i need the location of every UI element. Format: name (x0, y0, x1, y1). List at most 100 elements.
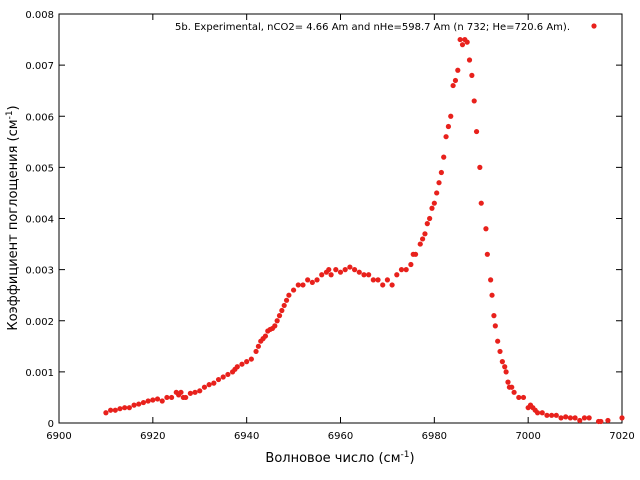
data-point (394, 272, 400, 278)
data-point (581, 415, 588, 421)
legend-marker (591, 23, 597, 29)
data-point (491, 313, 497, 319)
data-point (117, 406, 123, 412)
data-point (244, 359, 250, 365)
data-point (103, 410, 109, 416)
data-point (286, 292, 292, 298)
data-point (337, 269, 344, 275)
data-point (215, 376, 222, 383)
data-point (469, 72, 475, 78)
data-point (333, 267, 339, 273)
data-point (558, 415, 564, 421)
data-point (239, 361, 245, 367)
data-point (443, 134, 449, 140)
data-point (424, 221, 430, 227)
x-tick-label: 6980 (422, 431, 447, 442)
plot-frame (58, 13, 623, 424)
data-point (145, 398, 151, 404)
data-point (290, 287, 297, 293)
data-point (505, 379, 511, 385)
data-point (108, 407, 114, 413)
y-tick-label: 0.001 (25, 368, 54, 379)
data-point (605, 417, 611, 424)
data-point (183, 394, 189, 401)
data-point (436, 180, 442, 186)
data-point (220, 374, 226, 380)
data-point (499, 359, 505, 365)
data-point (598, 418, 604, 425)
data-point (563, 414, 569, 420)
data-point (503, 369, 509, 375)
data-point (511, 389, 517, 395)
data-point (140, 399, 147, 406)
data-point (431, 200, 437, 206)
y-axis-label: Коэффициент поглощения (см-1) (5, 105, 21, 330)
data-point (417, 241, 423, 247)
x-tick-label: 6940 (234, 431, 259, 442)
data-point (398, 267, 405, 273)
data-point (314, 277, 320, 283)
data-point (420, 236, 426, 242)
y-tick-label: 0 (48, 419, 54, 430)
data-point (549, 412, 555, 418)
data-point (448, 113, 454, 119)
data-point (136, 401, 142, 407)
data-point (450, 82, 456, 89)
data-point (375, 277, 381, 283)
data-point (126, 405, 132, 411)
data-point (412, 251, 419, 257)
data-point (484, 251, 490, 257)
data-point (272, 323, 278, 329)
data-point (459, 42, 466, 48)
y-tick-label: 0.008 (25, 10, 54, 21)
data-point (457, 36, 463, 43)
y-tick-label: 0.005 (25, 163, 54, 174)
data-point (464, 39, 470, 45)
x-tick-label: 7020 (609, 431, 634, 442)
x-tick-label: 7000 (515, 431, 540, 442)
data-point (262, 333, 269, 339)
data-point (164, 394, 170, 401)
data-point (445, 123, 452, 130)
data-point (544, 412, 550, 418)
data-point (389, 282, 395, 288)
data-point (509, 384, 515, 390)
data-point (274, 318, 280, 324)
data-point (206, 382, 212, 388)
data-point (211, 380, 217, 386)
data-point (471, 98, 477, 104)
data-point (403, 267, 409, 273)
data-point (309, 279, 315, 286)
data-point (489, 292, 495, 298)
data-point (497, 348, 503, 355)
data-point (370, 277, 376, 283)
data-point (225, 371, 231, 378)
data-point (178, 389, 184, 395)
data-point (356, 269, 362, 275)
data-point (384, 277, 391, 283)
data-point (466, 57, 473, 63)
data-point (255, 343, 261, 349)
data-point (279, 307, 285, 314)
data-point (438, 169, 444, 176)
legend-label: 5b. Experimental, nCO2= 4.66 Am and nHe=… (175, 22, 570, 33)
y-tick-label: 0.004 (25, 215, 54, 226)
y-tick-label: 0.003 (25, 266, 54, 277)
data-point (169, 394, 175, 401)
data-point (276, 313, 283, 319)
data-point (150, 397, 156, 403)
data-point (351, 267, 358, 273)
data-point (455, 67, 461, 73)
data-point (502, 364, 508, 370)
data-point (159, 398, 165, 404)
data-point (516, 394, 522, 401)
data-point (187, 390, 193, 396)
y-tick-label: 0.006 (25, 112, 54, 123)
data-point (347, 264, 353, 270)
data-point (112, 407, 118, 413)
data-point (342, 267, 348, 273)
data-point (477, 164, 483, 170)
data-point (586, 415, 592, 421)
